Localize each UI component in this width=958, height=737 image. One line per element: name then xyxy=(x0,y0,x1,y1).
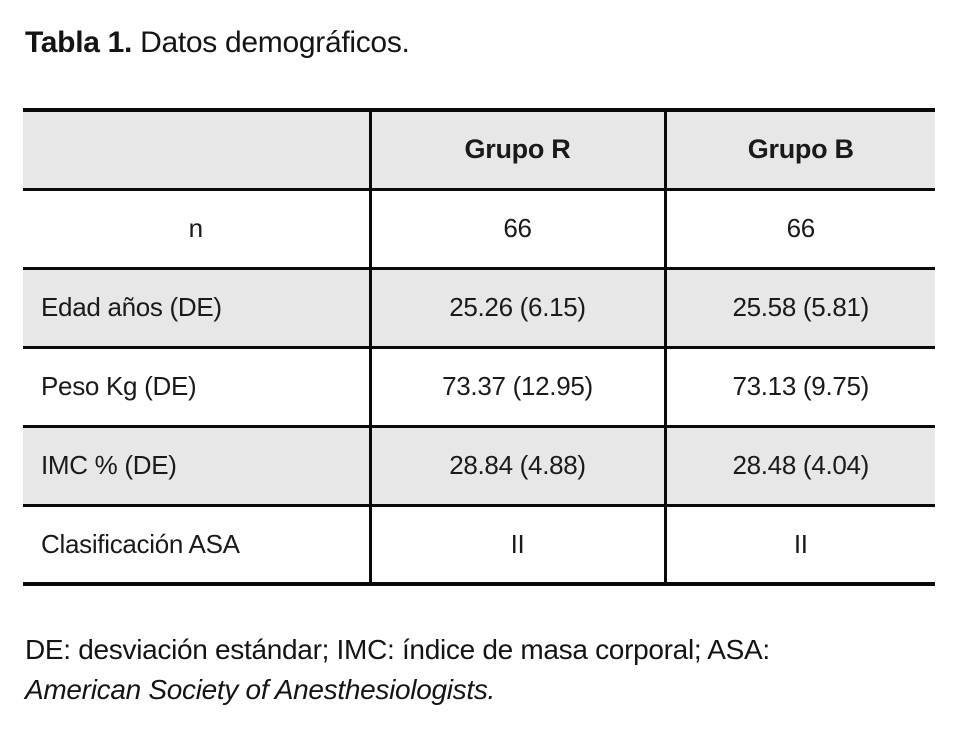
col-header-empty xyxy=(23,110,370,189)
cell-value: 73.37 (12.95) xyxy=(368,347,665,426)
cell-value: 28.84 (4.88) xyxy=(368,426,665,505)
header-row: Grupo R Grupo B xyxy=(23,110,935,189)
table-row-imc: IMC % (DE) 28.84 (4.88) 28.48 (4.04) xyxy=(23,426,935,505)
table-footnote: DE: desviación estándar; IMC: índice de … xyxy=(25,630,935,710)
table-row-edad: Edad años (DE) 25.26 (6.15) 25.58 (5.81) xyxy=(23,268,935,347)
table-title-number: Tabla 1. xyxy=(25,26,133,59)
table-row-n: n 66 66 xyxy=(23,189,935,268)
table-title: Tabla 1. Datos demográficos. xyxy=(25,26,410,60)
footnote-line-2: American Society of Anesthesiologists. xyxy=(25,674,496,705)
cell-value: 25.26 (6.15) xyxy=(368,268,665,347)
cell-value: 25.58 (5.81) xyxy=(663,268,935,347)
table-row-peso: Peso Kg (DE) 73.37 (12.95) 73.13 (9.75) xyxy=(23,347,935,426)
col-header-grupo-b: Grupo B xyxy=(663,110,935,189)
cell-value: II xyxy=(368,505,665,584)
row-label: n xyxy=(188,213,203,243)
col-header-grupo-r: Grupo R xyxy=(368,110,665,189)
row-label: IMC % (DE) xyxy=(41,450,177,480)
row-label: Edad años (DE) xyxy=(41,292,222,322)
cell-value: 73.13 (9.75) xyxy=(663,347,935,426)
footnote-line-1: DE: desviación estándar; IMC: índice de … xyxy=(25,634,770,665)
table-title-text: Datos demográficos. xyxy=(132,26,410,59)
demographics-table: Grupo R Grupo B n 66 66 Edad años (DE) 2… xyxy=(23,108,935,586)
cell-value: II xyxy=(663,505,935,584)
cell-value: 66 xyxy=(663,189,935,268)
cell-value: 28.48 (4.04) xyxy=(663,426,935,505)
table-row-asa: Clasificación ASA II II xyxy=(23,505,935,584)
row-label: Peso Kg (DE) xyxy=(41,371,197,401)
cell-value: 66 xyxy=(368,189,665,268)
row-label: Clasificación ASA xyxy=(41,528,240,559)
